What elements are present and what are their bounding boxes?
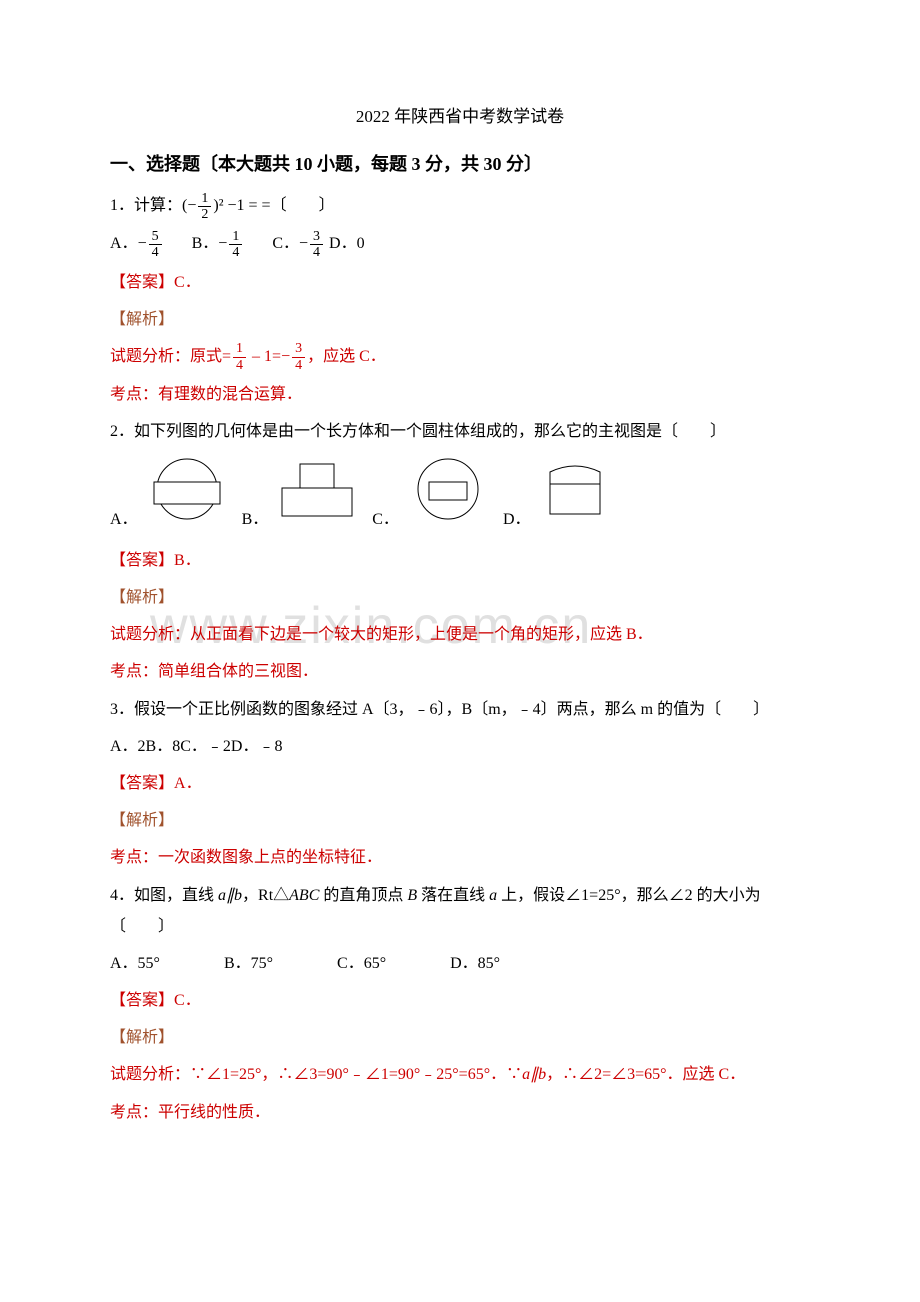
q3-answer-value: A． — [174, 775, 202, 792]
q4-kaodian: 考点：平行线的性质． — [110, 1097, 810, 1128]
q4-optA: A．55° — [110, 955, 160, 972]
q3-analysis-label: 【解析】 — [110, 805, 810, 836]
q1-analysis-label: 【解析】 — [110, 304, 810, 335]
q3-stem-text: 3．假设一个正比例函数的图象经过 A〔3，﹣6〕，B〔m，﹣4〕两点，那么 m … — [110, 701, 769, 718]
q4-mid3: 落在直线 — [417, 887, 489, 904]
q1-optA-label: A． — [110, 235, 138, 252]
q4-analysis-prefix: 试题分析：∵∠1=25°，∴∠3=90°﹣∠1=90°﹣25°=65°．∵ — [110, 1066, 522, 1083]
q2-fig-a — [142, 454, 232, 535]
q1-optD: D．0 — [329, 235, 365, 252]
q2-A-label: A． — [110, 504, 138, 535]
q1-answer-label: 【答案】 — [110, 274, 174, 291]
q1-analysis-frac1: 14 — [233, 341, 246, 373]
q1-analysis: 试题分析：原式=14 – 1=−34，应选 C． — [110, 341, 810, 373]
q3-answer-label: 【答案】 — [110, 775, 174, 792]
q1-kaodian: 考点：有理数的混合运算． — [110, 379, 810, 410]
q2-answer: 【答案】B． — [110, 545, 810, 576]
q1-formula-lead: (− — [182, 197, 196, 214]
q1-optC-frac: 34 — [310, 229, 323, 261]
q1-analysis-prefix: 试题分析：原式= — [110, 348, 231, 365]
q4-B: B — [407, 887, 417, 904]
q2-stem: 2．如下列图的几何体是由一个长方体和一个圆柱体组成的，那么它的主视图是〔 〕 — [110, 416, 810, 447]
q1-optB-neg: − — [218, 235, 227, 252]
q1-optB-frac: 14 — [229, 229, 242, 261]
q4-mid2: 的直角顶点 — [319, 887, 407, 904]
q4-options: A．55° B．75° C．65° D．85° — [110, 948, 810, 979]
q4-a: a — [489, 887, 497, 904]
exam-title: 2022 年陕西省中考数学试卷 — [110, 100, 810, 133]
q2-fig-d — [535, 454, 615, 535]
q4-answer-value: C． — [174, 992, 201, 1009]
q4-optD: D．85° — [450, 955, 500, 972]
q4-stem: 4．如图，直线 a∥b，Rt△ABC 的直角顶点 B 落在直线 a 上，假设∠1… — [110, 880, 810, 942]
q1-analysis-frac2: 34 — [292, 341, 305, 373]
q3-kaodian: 考点：一次函数图象上点的坐标特征． — [110, 842, 810, 873]
q1-optB-label: B． — [192, 235, 219, 252]
q2-B-label: B． — [242, 504, 269, 535]
q4-mid1: ，Rt△ — [242, 887, 289, 904]
q2-fig-b — [272, 454, 362, 535]
q2-choice-d: D． — [503, 454, 615, 535]
q1-optA-frac: 54 — [149, 229, 162, 261]
q1-options: A．−54 B．−14 C．−34 D．0 — [110, 228, 810, 260]
q2-choice-c: C． — [372, 454, 493, 535]
q1-analysis-neg: − — [281, 348, 290, 365]
q1-stem: 1．计算：(−12)² −1 = =〔 〕 — [110, 190, 810, 222]
q1-optC-label: C． — [272, 235, 299, 252]
q4-analysis: 试题分析：∵∠1=25°，∴∠3=90°﹣∠1=90°﹣25°=65°．∵a∥b… — [110, 1059, 810, 1090]
q4-analysis-label: 【解析】 — [110, 1022, 810, 1053]
q4-analysis-suffix: ，∴∠2=∠3=65°．应选 C． — [546, 1066, 745, 1083]
q1-optC-neg: − — [299, 235, 308, 252]
q2-choice-a: A． — [110, 454, 232, 535]
section-header: 一、选择题〔本大题共 10 小题，每题 3 分，共 30 分〕 — [110, 147, 810, 182]
q4-answer: 【答案】C． — [110, 985, 810, 1016]
q2-kaodian: 考点：简单组合体的三视图． — [110, 656, 810, 687]
q3-answer: 【答案】A． — [110, 768, 810, 799]
q4-optB: B．75° — [224, 955, 273, 972]
q1-analysis-suffix: ，应选 C． — [307, 348, 386, 365]
q2-fig-c — [403, 454, 493, 535]
q2-C-label: C． — [372, 504, 399, 535]
q3-stem: 3．假设一个正比例函数的图象经过 A〔3，﹣6〕，B〔m，﹣4〕两点，那么 m … — [110, 694, 810, 725]
q4-answer-label: 【答案】 — [110, 992, 174, 1009]
q2-answer-value: B． — [174, 552, 201, 569]
q1-prefix: 1．计算： — [110, 197, 182, 214]
q1-answer-value: C． — [174, 274, 201, 291]
q1-formula-frac: 12 — [198, 191, 211, 223]
q1-analysis-mid: – 1= — [248, 348, 281, 365]
q2-D-label: D． — [503, 504, 531, 535]
q1-formula-tail: )² −1 = =〔 〕 — [213, 197, 334, 214]
q4-analysis-ab: a∥b — [522, 1066, 546, 1083]
q2-analysis: 试题分析：从正面看下边是一个较大的矩形，上便是一个角的矩形，应选 B． — [110, 619, 810, 650]
q2-answer-label: 【答案】 — [110, 552, 174, 569]
q2-choices: A． B． C． D． — [110, 454, 810, 535]
q4-stem-prefix: 4．如图，直线 — [110, 887, 218, 904]
q4-ab1: a∥b — [218, 887, 242, 904]
q2-analysis-label: 【解析】 — [110, 582, 810, 613]
q1-answer: 【答案】C． — [110, 267, 810, 298]
q4-abc: ABC — [289, 887, 319, 904]
q4-optC: C．65° — [337, 955, 386, 972]
q3-options: A．2B．8C．﹣2D．﹣8 — [110, 731, 810, 762]
q2-choice-b: B． — [242, 454, 363, 535]
q1-optA-neg: − — [138, 235, 147, 252]
